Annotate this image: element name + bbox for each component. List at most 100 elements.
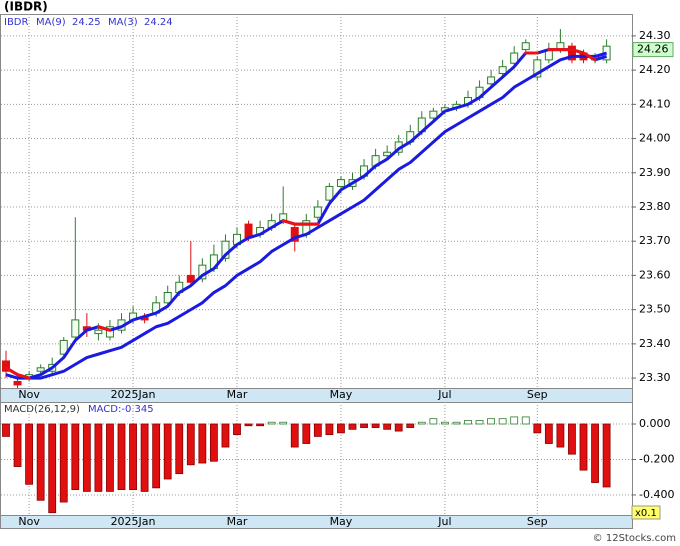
macd-bar [140, 423, 149, 492]
macd-bar [186, 423, 195, 466]
macd-bar [325, 423, 334, 436]
macd-bar [256, 423, 265, 427]
candle-body [186, 274, 195, 283]
candle-body [521, 42, 530, 51]
macd-bar [117, 423, 126, 491]
candle-body [36, 367, 45, 372]
scale-box [631, 505, 661, 520]
ma-down-segment [4, 366, 20, 377]
macd-bar [452, 421, 461, 425]
macd-bar [591, 423, 599, 483]
y-tick-label: 23.70 [639, 234, 671, 247]
candle-body [163, 292, 172, 304]
x-tick-label: May [330, 388, 353, 401]
scale-label: x0.1 [635, 508, 657, 519]
macd-bar [152, 423, 161, 489]
x-tick-label: Sep [527, 515, 548, 528]
chart-title: (IBDR) [4, 0, 48, 14]
candle-body [498, 66, 507, 75]
x-tick-label: Mar [227, 388, 248, 401]
macd-bar [279, 421, 288, 425]
y-tick-label: 24.20 [639, 63, 671, 76]
ma-down-segment [16, 373, 31, 380]
candle-body [567, 45, 576, 61]
x-tick-label: Nov [18, 515, 40, 528]
macd-bar [544, 423, 553, 444]
candle-body [59, 339, 68, 355]
legend-value: 24.25 [72, 17, 101, 28]
x-tick-label: Mar [227, 515, 248, 528]
candle-body [2, 360, 10, 372]
y-tick-label: 23.60 [639, 268, 671, 281]
macd-bar [13, 423, 22, 467]
macd-bar [521, 416, 530, 425]
candle-body [105, 326, 114, 338]
macd-bar [429, 418, 438, 425]
macd-bar [383, 423, 392, 430]
macd-bar [556, 423, 565, 448]
y-tick-label: 24.10 [639, 97, 671, 110]
x-tick-label: Jul [437, 388, 451, 401]
candle-body [94, 329, 103, 335]
x-tick-label: 2025Jan [111, 388, 156, 401]
ma-line [5, 51, 608, 380]
macd-bar [106, 423, 114, 492]
macd-bar [464, 420, 472, 425]
y-tick-label: 24.00 [639, 132, 671, 145]
macd-bar [475, 420, 484, 425]
x-tick-label: Sep [527, 388, 548, 401]
legend-label: MA(3) [108, 17, 138, 28]
macd-bar [440, 421, 449, 425]
x-tick-label: Jul [437, 515, 451, 528]
macd-bar [302, 423, 311, 444]
macd-bar [360, 423, 368, 428]
macd-bar [487, 418, 496, 425]
macd-bar [371, 423, 380, 428]
macd-bar [568, 423, 576, 455]
candle-body [13, 380, 22, 386]
ma-down-segment [281, 219, 297, 226]
footer: © 12Stocks.com [593, 533, 676, 544]
macd-bar [175, 423, 184, 475]
macd-bar [36, 423, 45, 501]
macd-bar [337, 423, 345, 434]
y-tick-label: 23.40 [639, 337, 671, 350]
macd-bar [198, 423, 207, 464]
macd-bar [417, 421, 426, 425]
candle-body [325, 185, 334, 201]
last-price-box [632, 42, 674, 58]
macd-bar [290, 423, 299, 448]
legend-label: MA(9) [36, 17, 66, 28]
macd-title: MACD(26,12,9) [4, 404, 80, 415]
candle-body [533, 59, 542, 78]
legend-value: 24.24 [144, 17, 173, 28]
y-tick-label: 23.90 [639, 166, 671, 179]
candle-body [429, 110, 438, 119]
macd-bar [233, 423, 241, 436]
macd-bar [244, 423, 253, 427]
macd-bar [71, 423, 80, 491]
macd-bar [267, 421, 276, 425]
macd-bar [313, 423, 322, 437]
macd-bar [533, 423, 542, 434]
macd-bar [510, 416, 519, 425]
candle-body [313, 206, 322, 218]
y-tick-label: -0.400 [639, 488, 674, 501]
date-band [0, 515, 633, 529]
macd-bar [48, 423, 57, 514]
price-panel [0, 14, 633, 389]
x-tick-label: Nov [18, 388, 40, 401]
macd-bar [579, 423, 588, 471]
macd-bar [209, 423, 218, 462]
y-tick-label: -0.200 [639, 452, 674, 465]
y-tick-label: 23.30 [639, 371, 671, 384]
macd-bar [163, 423, 172, 480]
macd-bar [498, 418, 507, 425]
macd-bar [2, 423, 10, 437]
y-tick-label: 0.000 [639, 417, 671, 430]
x-tick-label: May [330, 515, 353, 528]
y-tick-label: 24.30 [639, 29, 671, 42]
candle-body [290, 227, 299, 242]
candle-body [487, 76, 496, 85]
ma-down-segment [582, 51, 597, 62]
